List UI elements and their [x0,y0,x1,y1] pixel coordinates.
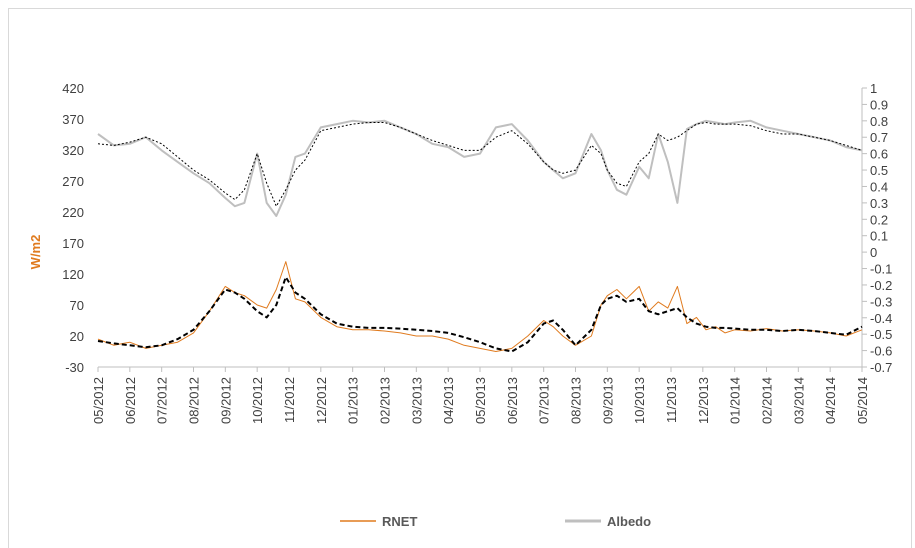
y-tick-label: 120 [62,267,84,282]
x-tick-label: 12/2012 [314,377,329,424]
x-tick-label: 10/2013 [632,377,647,424]
series-line-rnet [97,261,863,352]
y2-tick-label: 0.4 [870,179,888,194]
y-axis-left: 420 370 320 270 220 170 120 70 20 -30 [62,81,84,375]
x-tick-label: 01/2014 [728,377,743,424]
y-tick-label: 320 [62,143,84,158]
x-tick-label: 11/2012 [282,377,297,423]
y-tick-label: 170 [62,236,84,251]
legend-label: Albedo [607,514,651,529]
x-tick-label: 04/2014 [823,377,838,424]
x-tick-label: 05/2014 [855,377,870,424]
y-tick-label: 70 [70,298,84,313]
x-tick-label: 04/2013 [441,377,456,424]
y-tick-label: 370 [62,112,84,127]
x-tick-label: 09/2013 [600,377,615,424]
x-tick-label: 10/2012 [250,377,265,424]
x-tick-label: 06/2013 [505,377,520,424]
y2-tick-label: 0 [870,245,877,260]
legend: RNET Albedo [340,514,651,529]
y2-tick-label: 0.6 [870,147,888,162]
y2-tick-label: -0.7 [870,360,892,375]
y-axis-right: 10.90.80.70.60.50.40.30.20.10-0.1-0.2-0.… [861,81,892,375]
x-tick-label: 09/2012 [218,377,233,424]
y2-tick-label: -0.5 [870,327,892,342]
x-tick-label: 11/2013 [664,377,679,423]
x-tick-label: 03/2014 [791,377,806,424]
y2-tick-label: 0.7 [870,130,888,145]
y-tick-label: 270 [62,174,84,189]
y2-tick-label: -0.4 [870,311,892,326]
series-line-rnet-smoothed [97,276,863,353]
y2-tick-label: 0.5 [870,163,888,178]
y2-tick-label: -0.3 [870,294,892,309]
y-tick-label: -30 [65,360,84,375]
x-tick-label: 02/2013 [378,377,393,424]
x-axis: 05/2012 06/2012 07/2012 08/2012 09/2012 10/20… [91,366,870,424]
y-tick-label: 20 [70,329,84,344]
y2-tick-label: 0.9 [870,97,888,112]
x-tick-label: 05/2013 [473,377,488,424]
y2-tick-label: -0.1 [870,262,892,277]
x-tick-label: 07/2013 [537,377,552,424]
x-tick-label: 01/2013 [346,377,361,424]
x-tick-label: 03/2013 [409,377,424,424]
x-tick-label: 08/2012 [187,377,202,424]
y2-tick-label: 0.8 [870,114,888,129]
x-tick-label: 08/2013 [569,377,584,424]
y-axis-title: W/m2 [28,235,43,270]
legend-label: RNET [382,514,417,529]
x-tick-label: 07/2012 [155,377,170,424]
y-tick-label: 420 [62,81,84,96]
series-line-albedo [97,119,863,217]
x-tick-label: 05/2012 [91,377,106,424]
x-tick-label: 02/2014 [760,377,775,424]
y2-tick-label: 1 [870,81,877,96]
y2-tick-label: 0.2 [870,212,888,227]
x-tick-label: 06/2012 [123,377,138,424]
chart-frame [8,8,912,548]
series-line-albedo-smoothed [97,122,863,207]
y2-tick-label: -0.6 [870,344,892,359]
y2-tick-label: -0.2 [870,278,892,293]
y-tick-label: 220 [62,205,84,220]
y2-tick-label: 0.1 [870,229,888,244]
x-tick-label: 12/2013 [696,377,711,424]
series-layer [97,119,863,353]
y2-tick-label: 0.3 [870,196,888,211]
